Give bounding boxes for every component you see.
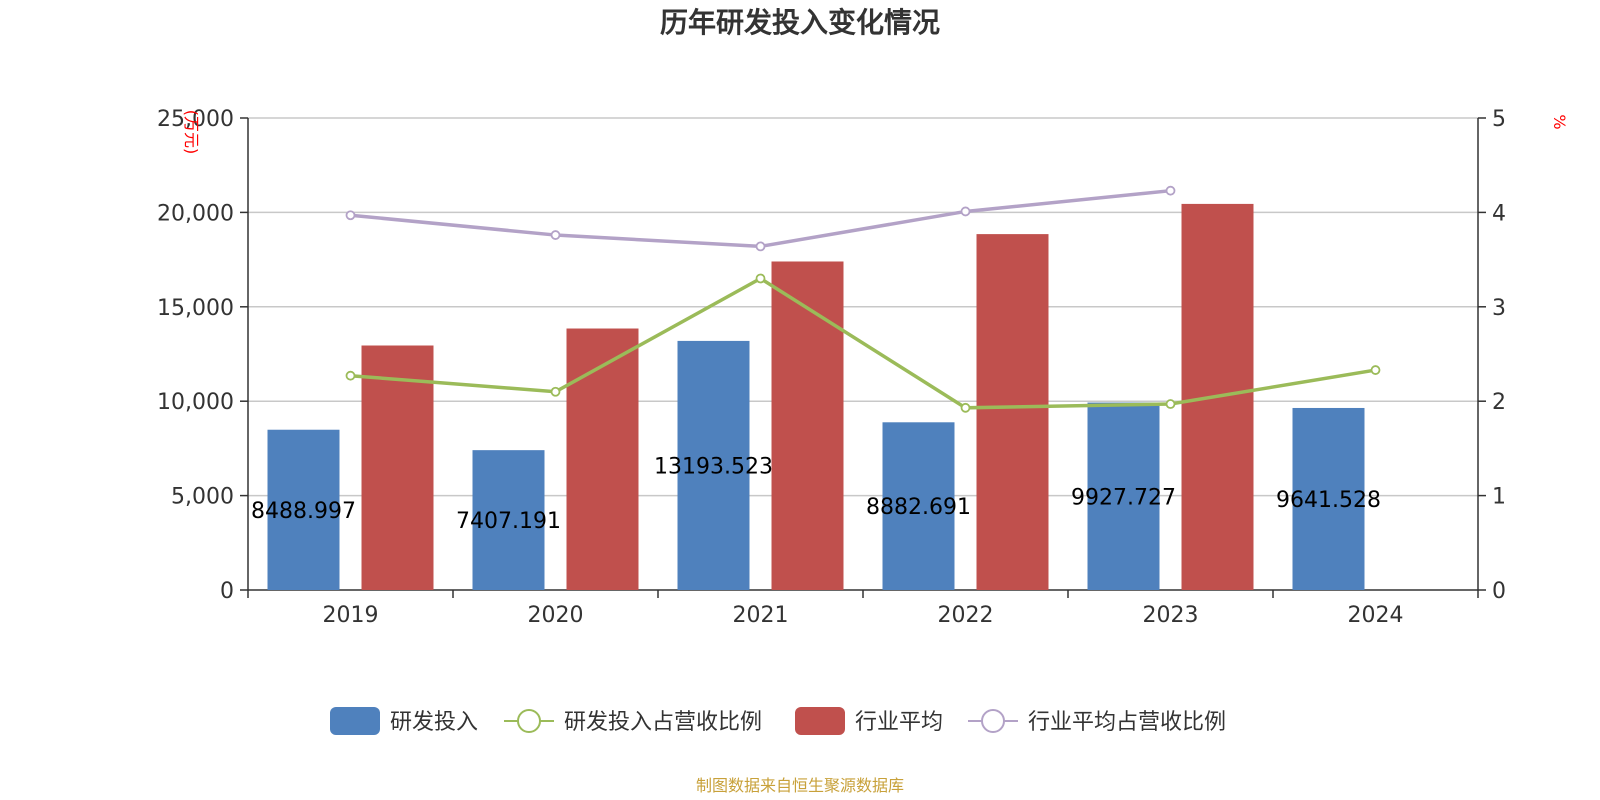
bar-行业平均-2022: [976, 234, 1049, 590]
bar-研发投入-2024: [1292, 407, 1365, 590]
point-行业平均占营收比例: [960, 206, 971, 217]
legend-swatch-研发投入: [330, 707, 380, 735]
lines: [345, 185, 1381, 413]
point-研发投入占营收比例: [1370, 365, 1381, 375]
bar-研发投入-2022: [882, 422, 955, 590]
legend-label: 行业平均占营收比例: [1028, 710, 1226, 735]
bars: [267, 203, 1365, 591]
data-label: 13193.523: [654, 454, 773, 479]
legend-label: 行业平均: [855, 710, 943, 735]
left-axis-tick-label: 0: [220, 579, 234, 604]
point-研发投入占营收比例: [755, 273, 766, 284]
grid-lines: [248, 117, 1478, 497]
bar-行业平均-2021: [771, 261, 844, 590]
line-研发投入占营收比例: [350, 276, 1376, 410]
left-axis-tick-label: 20,000: [157, 201, 234, 226]
right-axis-tick-label: 4: [1492, 201, 1506, 226]
x-axis-tick-label: 2020: [528, 603, 584, 628]
left-axis-tick-label: 10,000: [157, 390, 234, 415]
right-axis-tick-label: 3: [1492, 296, 1506, 321]
x-axis-tick-label: 2019: [323, 603, 379, 628]
right-axis-unit: %: [1550, 114, 1569, 129]
data-label: 8882.691: [866, 495, 971, 520]
left-axis-tick-label: 5,000: [171, 485, 234, 510]
point-行业平均占营收比例: [755, 241, 766, 252]
legend-marker-行业平均占营收比例: [981, 709, 1005, 733]
legend-swatch-行业平均: [795, 707, 845, 735]
x-axis-tick-label: 2023: [1143, 603, 1199, 628]
point-行业平均占营收比例: [345, 210, 356, 221]
bar-研发投入-2019: [267, 429, 340, 590]
point-研发投入占营收比例: [1165, 399, 1176, 409]
bar-行业平均-2019: [361, 345, 434, 590]
point-研发投入占营收比例: [345, 370, 356, 381]
data-label: 9641.528: [1276, 488, 1381, 513]
data-label: 8488.997: [251, 499, 356, 524]
x-axis-tick-label: 2024: [1348, 603, 1404, 628]
right-axis-tick-label: 2: [1492, 390, 1506, 415]
bar-研发投入-2020: [472, 450, 545, 590]
bar-行业平均-2020: [566, 328, 639, 590]
left-axis-tick-label: 15,000: [157, 296, 234, 321]
axes: 0 5,000 10,000 15,000 20,000 25,000 0 1 2 3 4 5 2019…: [157, 107, 1506, 628]
left-axis-unit: (万元): [182, 110, 201, 155]
x-axis-tick-label: 2021: [733, 603, 789, 628]
data-label: 7407.191: [456, 509, 561, 534]
legend: 研发投入 研发投入占营收比例 行业平均 行业平均占营收比例: [330, 707, 1226, 735]
chart-title: 历年研发投入变化情况: [660, 6, 940, 39]
data-label: 9927.727: [1071, 485, 1176, 510]
data-labels: 8488.997 7407.191 13193.523 8882.691 9927.72…: [251, 454, 1381, 534]
point-行业平均占营收比例: [1165, 185, 1176, 196]
x-axis-tick-label: 2022: [938, 603, 994, 628]
source-note: 制图数据来自恒生聚源数据库: [696, 776, 904, 795]
left-axis-tick-label: 25,000: [157, 107, 234, 132]
right-axis-tick-label: 0: [1492, 579, 1506, 604]
bar-研发投入-2023: [1087, 402, 1160, 590]
legend-marker-研发投入占营收比例: [517, 709, 541, 733]
point-研发投入占营收比例: [960, 402, 971, 413]
right-axis-tick-label: 1: [1492, 485, 1506, 510]
right-axis-tick-label: 5: [1492, 107, 1506, 132]
point-行业平均占营收比例: [550, 230, 561, 240]
legend-label: 研发投入占营收比例: [564, 710, 762, 735]
point-研发投入占营收比例: [550, 386, 561, 397]
bar-研发投入-2021: [677, 340, 750, 590]
legend-label: 研发投入: [390, 710, 478, 735]
